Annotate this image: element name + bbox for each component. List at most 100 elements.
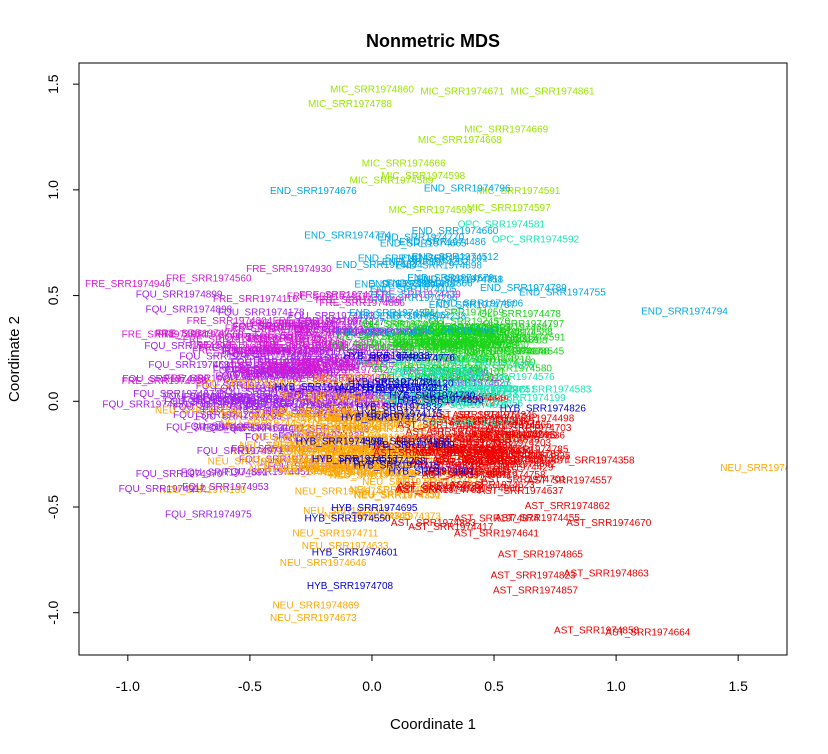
cluster-point-label: NEU_SRR1974162 (290, 439, 377, 450)
cluster-point-label: OLI_SRR1974849 (420, 340, 502, 351)
cluster-point-label: AST_SRR1974429 (468, 463, 553, 474)
cluster-point-label: AST_SRR1974682 (426, 427, 511, 438)
cluster-point-label: OPC_SRR1974651 (449, 384, 537, 395)
cluster-point-label: FRE_SRR1974304 (187, 316, 273, 327)
y-tick-label: 0.5 (45, 286, 61, 306)
cluster-point-label: END_SRR1974468 (368, 279, 455, 290)
cluster-point-label: OLI_SRR1974588 (471, 328, 553, 339)
cluster-point-label: AST_SRR1974831 (427, 438, 512, 449)
cluster-point-label: OLI_SRR1974985 (412, 327, 494, 338)
point-label: AST_SRR1974857 (493, 585, 578, 596)
cluster-point-label: NEU_SRR1974778 (265, 464, 352, 475)
cluster-point-label: AST_SRR1974758 (460, 470, 545, 481)
cluster-point-label: FQU_SRR1974440 (267, 462, 354, 473)
point-label: FRE_SRR1974914 (122, 330, 208, 341)
cluster-point-label: OLI_SRR1974360 (454, 357, 536, 368)
point-label: END_SRR1974757 (429, 300, 516, 311)
cluster-point-label: NEU_SRR1974468 (250, 464, 337, 475)
cluster-point-label: FQU_SRR1974362 (173, 402, 260, 413)
cluster-point-label: FQU_SRR1974984 (247, 366, 334, 377)
point-label: FQU_SRR1974917 (119, 484, 206, 495)
cluster-point-label: FRE_SRR1974439 (375, 289, 461, 300)
cluster-point-label: AST_SRR1974534 (428, 443, 513, 454)
point-label: END_SRR1974676 (270, 186, 357, 197)
cluster-point-label: NEU_SRR1974944 (233, 447, 320, 458)
cluster-point-label: AST_SRR1974929 (421, 392, 506, 403)
point-label: END_SRR1974768 (358, 254, 445, 265)
point-label: END_SRR1974770 (377, 232, 464, 243)
cluster-point-label: FQU_SRR1974995 (225, 365, 312, 376)
point-label: HYB_SRR1974850 (397, 395, 484, 406)
point-label: AST_SRR1974871 (486, 454, 571, 465)
cluster-point-label: OLI_SRR1974476 (418, 337, 500, 348)
cluster-point-label: OPC_SRR1974228 (375, 391, 463, 402)
cluster-point-label: FQU_SRR1974459 (239, 455, 326, 466)
cluster-point-label: HYB_SRR1974730 (389, 391, 476, 402)
cluster-point-label: OLI_SRR1974591 (484, 333, 566, 344)
cluster-point-label: FQU_SRR1974621 (215, 372, 302, 383)
cluster-point-label: HYB_SRR1974832 (356, 402, 443, 413)
cluster-point-label: OPC_SRR1974352 (426, 384, 514, 395)
cluster-point-label: AST_SRR1974245 (456, 421, 541, 432)
cluster-point-label: AST_SRR1974135 (418, 448, 503, 459)
cluster-point-label: NEU_SRR1974260 (279, 378, 366, 389)
cluster-point-label: FRE_SRR1974381 (225, 324, 311, 335)
cluster-point-label: OPC_SRR1974951 (394, 369, 482, 380)
cluster-point-label: FQU_SRR1974711 (222, 346, 308, 357)
cluster-point-label: FQU_SRR1974216 (315, 355, 402, 366)
point-label: FQU_SRR1974971 (197, 446, 284, 457)
point-label: FRE_SRR1974938 (122, 376, 208, 387)
cluster-point-label: OLI_SRR1974891 (403, 364, 485, 375)
cluster-point-label: HYB_SRR1974814 (362, 383, 449, 394)
cluster-point-label: NEU_SRR1974356 (352, 419, 439, 430)
cluster-point-label: END_SRR1974296 (371, 293, 458, 304)
cluster-point-label: FRE_SRR1974116 (213, 294, 298, 305)
cluster-point-label: AST_SRR1974152 (448, 446, 533, 457)
cluster-point-label: FRE_SRR1974598 (270, 362, 356, 373)
point-label: AST_SRR1974865 (498, 550, 583, 561)
cluster-point-label: NEU_SRR1974639 (255, 432, 342, 443)
cluster-point-label: FRE_SRR1974475 (232, 358, 318, 369)
cluster-point-label: OPC_SRR1974527 (383, 393, 471, 404)
cluster-point-label: OPC_SRR1974441 (392, 377, 480, 388)
cluster-point-label: AST_SRR1974455 (495, 513, 580, 524)
cluster-point-label: FQU_SRR1974915 (322, 444, 409, 455)
cluster-point-label: OPC_SRR1974594 (422, 400, 510, 411)
cluster-point-label: AST_SRR1974276 (432, 410, 517, 421)
cluster-point-label: OPC_SRR1974974 (442, 385, 530, 396)
cluster-point-label: FRE_SRR1974746 (164, 374, 250, 385)
point-label: OPC_SRR1974576 (467, 372, 555, 383)
cluster-point-label: FRE_SRR1974410 (235, 332, 321, 343)
point-label: NEU_SRR1974711 (292, 528, 378, 539)
cluster-point-label: FQU_SRR1974129 (182, 396, 269, 407)
cluster-point-label: NEU_SRR1974906 (325, 460, 412, 471)
cluster-point-label: AST_SRR1974883 (391, 518, 476, 529)
cluster-point-label: AST_SRR1974688 (436, 457, 521, 468)
cluster-point-label: NEU_SRR1974141 (362, 477, 449, 488)
cluster-point-label: OLI_SRR1974669 (362, 319, 444, 330)
cluster-point-label: FRE_SRR1974701 (255, 331, 341, 342)
cluster-point-label: OLI_SRR1974319 (409, 322, 491, 333)
cluster-point-label: FQU_SRR1974631 (203, 423, 290, 434)
point-label: AST_SRR1974557 (527, 476, 612, 487)
cluster-point-label: NEU_SRR1974497 (341, 433, 428, 444)
point-label: MIC_SRR1974598 (381, 171, 465, 182)
cluster-point-label: FQU_SRR1974358 (230, 357, 317, 368)
cluster-point-label: OLI_SRR1974519 (410, 371, 492, 382)
cluster-point-label: FRE_SRR1974585 (247, 334, 333, 345)
cluster-point-label: OLI_SRR1974373 (435, 354, 517, 365)
cluster-point-label: FRE_SRR1974749 (329, 343, 415, 354)
point-label: END_SRR1974794 (641, 306, 728, 317)
cluster-point-label: NEU_SRR1974571 (397, 477, 484, 488)
cluster-point-label: AST_SRR1974302 (373, 448, 458, 459)
cluster-point-label: NEU_SRR1974134 (312, 416, 399, 427)
cluster-point-label: OLI_SRR1974748 (435, 340, 517, 351)
y-tick-label: -0.5 (45, 495, 61, 519)
cluster-point-label: NEU_SRR1974768 (327, 414, 414, 425)
cluster-point-label: NEU_SRR1974154 (340, 459, 427, 470)
point-label: HYB_SRR1974833 (344, 351, 431, 362)
y-tick-label: 1.0 (45, 180, 61, 200)
cluster-point-label: OLI_SRR1974810 (452, 327, 534, 338)
cluster-point-label: FRE_SRR1974247 (269, 358, 355, 369)
cluster-point-label: AST_SRR1974825 (485, 451, 570, 462)
